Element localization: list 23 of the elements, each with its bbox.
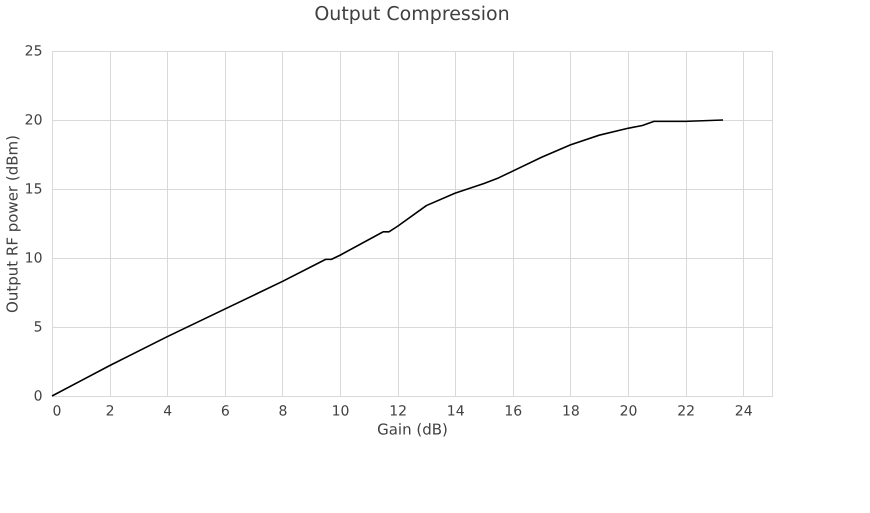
- x-tick-label: 6: [220, 404, 230, 420]
- x-tick-label: 8: [278, 404, 288, 420]
- x-tick-label: 16: [504, 404, 522, 420]
- y-tick-label: 5: [34, 320, 42, 336]
- chart-title: Output Compression: [314, 3, 510, 25]
- x-axis-title: Gain (dB): [377, 420, 448, 438]
- x-tick-label: 0: [52, 404, 62, 420]
- y-axis-title: Output RF power (dBm): [4, 135, 22, 313]
- y-tick-label: 25: [24, 44, 42, 60]
- x-tick-label: 22: [677, 404, 696, 420]
- x-tick-label: 14: [446, 404, 465, 420]
- x-tick-label: 4: [163, 404, 172, 420]
- y-tick-label: 15: [24, 182, 42, 198]
- x-tick-label: 12: [389, 404, 408, 420]
- x-tick-label: 24: [734, 404, 753, 420]
- y-tick-label: 20: [24, 112, 42, 128]
- line-series: [51, 119, 724, 397]
- y-tick-label: 10: [24, 250, 42, 266]
- x-tick-label: 2: [106, 404, 115, 420]
- x-tick-label: 10: [332, 404, 350, 420]
- x-tick-label: 20: [620, 404, 638, 420]
- y-tick-label: 0: [34, 388, 42, 404]
- x-tick-label: 18: [562, 404, 580, 420]
